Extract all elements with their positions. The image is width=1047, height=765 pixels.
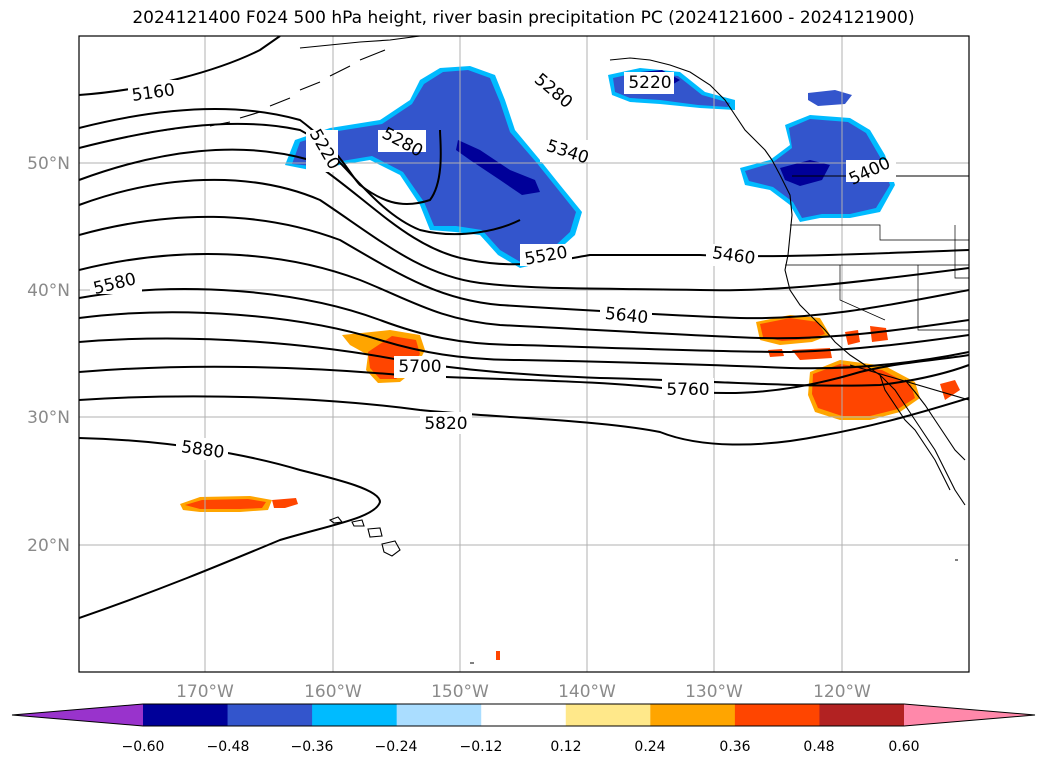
lat-label: 40°N bbox=[27, 281, 70, 301]
lon-label: 150°W bbox=[431, 682, 489, 702]
height-contours bbox=[79, 36, 969, 619]
contour-line bbox=[79, 178, 969, 292]
colorbar-outline bbox=[11, 703, 1036, 727]
lat-label: 30°N bbox=[27, 408, 70, 428]
state-borders bbox=[785, 224, 969, 331]
lon-label: 120°W bbox=[813, 682, 871, 702]
negative-anomaly-areas bbox=[285, 66, 895, 268]
colorbar-swatch bbox=[143, 704, 229, 726]
contour-line bbox=[79, 36, 281, 96]
contour-label: 5760 bbox=[666, 380, 709, 400]
positive-anomaly-hawaii-north-east bbox=[272, 498, 298, 508]
contour-line bbox=[79, 354, 969, 395]
lat-label: 50°N bbox=[27, 154, 70, 174]
colorbar-tick-label: −0.36 bbox=[291, 739, 334, 755]
north-america-west-coast bbox=[771, 159, 966, 506]
gulf-of-california bbox=[904, 379, 966, 461]
alaska-coastline bbox=[299, 36, 421, 49]
lon-label: 170°W bbox=[176, 682, 234, 702]
contour-line bbox=[79, 311, 969, 370]
map-frame bbox=[78, 35, 970, 673]
contour-label: 5640 bbox=[604, 304, 649, 328]
map-title: 2024121400 F024 500 hPa height, river ba… bbox=[132, 8, 915, 28]
colorbar-extend-low bbox=[12, 704, 143, 726]
colorbar-tick-label: −0.12 bbox=[460, 739, 503, 755]
colorbar-tick-label: 0.60 bbox=[888, 739, 919, 755]
positive-anomaly-small-6 bbox=[496, 651, 500, 660]
colorbar-tick-label: 0.36 bbox=[719, 739, 750, 755]
colorbar-tick-labels: −0.60 −0.48 −0.36 −0.24 −0.12 0.12 0.24 … bbox=[122, 739, 920, 755]
contour-line bbox=[79, 337, 969, 387]
longitude-labels: 170°W 160°W 150°W 140°W 130°W 120°W bbox=[176, 682, 871, 702]
contour-label: 5820 bbox=[424, 414, 467, 434]
contour-labels: 5160 5220 5280 5220 5280 5340 5400 5460 … bbox=[91, 70, 893, 463]
contour-label: 5220 bbox=[628, 73, 671, 93]
colorbar-tick-label: 0.48 bbox=[803, 739, 834, 755]
colorbar-swatch bbox=[650, 704, 736, 726]
colorbar-swatch bbox=[481, 704, 567, 726]
colorbar-tick-label: −0.24 bbox=[375, 739, 418, 755]
contour-line bbox=[79, 253, 969, 340]
lon-label: 140°W bbox=[558, 682, 616, 702]
negative-anomaly-small-patch bbox=[808, 90, 852, 106]
colorbar-swatch bbox=[565, 704, 651, 726]
colorbar-tick-label: 0.24 bbox=[634, 739, 665, 755]
small-islands bbox=[470, 559, 958, 664]
latitude-labels: 50°N 40°N 30°N 20°N bbox=[27, 154, 70, 556]
contour-label-backgrounds bbox=[90, 72, 896, 460]
us-mexico-border bbox=[849, 364, 969, 401]
colorbar-swatch bbox=[227, 704, 313, 726]
colorbar-swatch bbox=[312, 704, 398, 726]
colorbar-swatch bbox=[734, 704, 820, 726]
lon-label: 130°W bbox=[685, 682, 743, 702]
negative-anomaly-strong-core bbox=[456, 140, 540, 195]
lon-label: 160°W bbox=[304, 682, 362, 702]
contour-line bbox=[79, 148, 969, 266]
negative-anomaly-pacific-northwest-strong bbox=[780, 160, 830, 186]
positive-anomaly-small-5 bbox=[768, 349, 784, 357]
contour-label: 5700 bbox=[398, 357, 441, 377]
southeast-alaska-coast bbox=[609, 57, 773, 161]
colorbar-extend-high bbox=[904, 704, 1035, 726]
colorbar-tick-label: 0.12 bbox=[550, 739, 581, 755]
positive-anomaly-california-core bbox=[760, 318, 825, 341]
colorbar-tick-label: −0.48 bbox=[207, 739, 250, 755]
positive-anomaly-small-3 bbox=[870, 326, 888, 342]
colorbar-tick-label: −0.60 bbox=[122, 739, 165, 755]
colorbar-swatch bbox=[819, 704, 905, 726]
lat-label: 20°N bbox=[27, 536, 70, 556]
contour-line bbox=[79, 288, 969, 354]
colorbar-swatch bbox=[396, 704, 482, 726]
contour-line bbox=[79, 395, 969, 446]
baja-peninsula bbox=[879, 374, 951, 491]
negative-anomaly-north-pacific-core bbox=[292, 70, 576, 263]
colorbar bbox=[11, 703, 1036, 727]
positive-anomaly-small-4 bbox=[940, 380, 960, 400]
contour-line bbox=[79, 215, 969, 320]
